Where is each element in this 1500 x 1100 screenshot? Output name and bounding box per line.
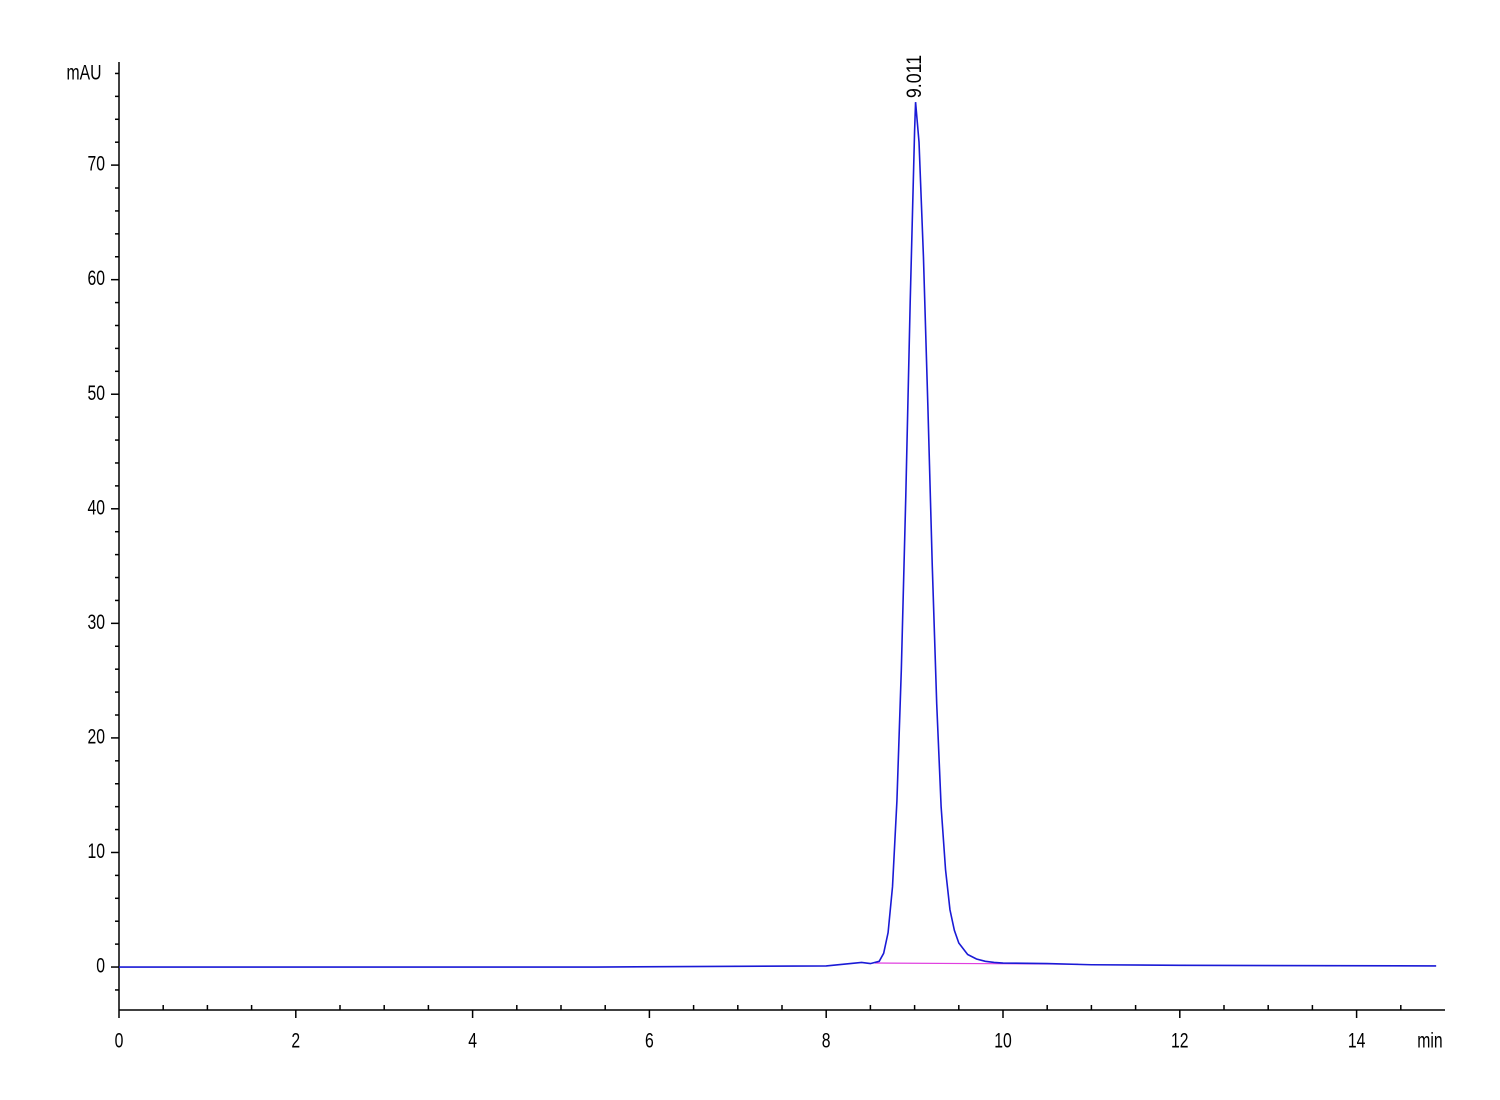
x-tick-label: 0 bbox=[115, 1028, 124, 1052]
y-tick-label: 30 bbox=[87, 610, 105, 634]
x-tick-label: 14 bbox=[1348, 1028, 1366, 1052]
x-tick-label: 6 bbox=[645, 1028, 654, 1052]
y-tick-label: 50 bbox=[87, 381, 105, 405]
x-tick-label: 10 bbox=[994, 1028, 1012, 1052]
y-tick-label: 70 bbox=[87, 151, 105, 175]
y-tick-label: 60 bbox=[87, 266, 105, 290]
x-axis-label: min bbox=[1417, 1028, 1442, 1052]
y-tick-label: 0 bbox=[96, 953, 105, 977]
x-tick-label: 4 bbox=[468, 1028, 477, 1052]
y-tick-label: 10 bbox=[87, 839, 105, 863]
y-tick-label: 20 bbox=[87, 724, 105, 748]
peak-label: 9.011 bbox=[903, 55, 927, 98]
y-axis-label: mAU bbox=[67, 60, 102, 84]
x-tick-label: 2 bbox=[291, 1028, 300, 1052]
x-tick-label: 12 bbox=[1171, 1028, 1189, 1052]
x-tick-label: 8 bbox=[822, 1028, 831, 1052]
signal-line bbox=[119, 102, 1437, 968]
y-tick-label: 40 bbox=[87, 495, 105, 519]
